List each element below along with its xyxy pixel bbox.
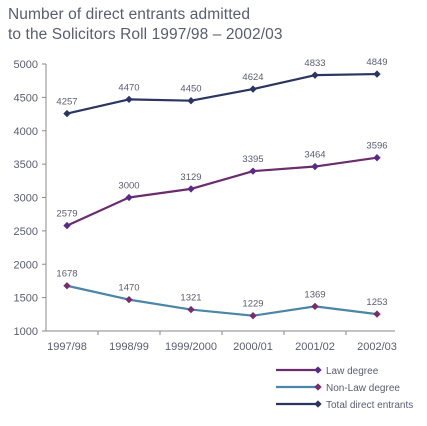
series-line-2: [66, 72, 378, 115]
x-tick-label: 2002/03: [357, 341, 397, 353]
data-label: 1678: [56, 269, 77, 280]
series-marker: [187, 185, 195, 193]
y-tick-label: 5000: [14, 59, 38, 71]
data-label: 3000: [118, 181, 139, 192]
y-tick-label: 3000: [14, 193, 38, 205]
series-line-0: [66, 156, 378, 227]
series-line-1: [66, 284, 378, 317]
series-marker: [125, 95, 133, 104]
series-marker: [125, 295, 133, 304]
data-label: 3395: [242, 154, 263, 165]
series-marker: [311, 71, 319, 79]
data-label: 1470: [118, 283, 139, 294]
series-marker: [63, 282, 71, 290]
data-labels: 2579 3000 3129 3395 3464 3596 1678 1470 1321 1229…: [56, 57, 387, 310]
series-marker: [311, 162, 319, 171]
data-label: 4849: [366, 57, 387, 68]
series-marker: [187, 97, 195, 105]
data-label: 1369: [304, 289, 325, 300]
series-marker: [187, 305, 195, 314]
series-marker: [249, 85, 257, 93]
y-tick-label: 1500: [14, 293, 38, 305]
series-marker: [373, 310, 381, 318]
x-tick-label: 1997/98: [47, 341, 87, 353]
series-marker: [63, 221, 71, 230]
x-tick-label: 2000/01: [233, 341, 273, 353]
data-label: 2579: [56, 209, 77, 220]
x-tick-label: 1998/99: [109, 341, 149, 353]
chart-title: Number of direct entrants admitted to th…: [8, 5, 408, 45]
legend: Law degree Non-Law degree Total direct ent…: [276, 366, 413, 411]
series-marker: [373, 70, 381, 78]
legend-marker: [314, 366, 322, 374]
legend-label: Law degree: [326, 366, 379, 377]
data-label: 1229: [242, 299, 263, 310]
legend-marker: [314, 383, 322, 391]
data-label: 3129: [180, 172, 201, 183]
y-tick-label: 2500: [14, 226, 38, 238]
series-marker: [249, 312, 257, 320]
data-label: 4257: [56, 97, 77, 108]
data-label: 3596: [366, 141, 387, 152]
legend-label: Non-Law degree: [326, 383, 400, 394]
data-label: 4470: [118, 82, 139, 93]
y-tick-label: 1000: [14, 326, 38, 338]
y-tick-label: 2000: [14, 259, 38, 271]
y-tick-label: 4500: [14, 92, 38, 104]
y-tick-label: 4000: [14, 126, 38, 138]
series-marker: [249, 167, 257, 175]
x-tick-label: 2001/02: [295, 341, 335, 353]
axes: 1000 1500 2000 2500 3000 3500 4000 4500 5000 1997…: [14, 59, 397, 353]
series-marker: [125, 193, 133, 202]
series-marker: [63, 109, 71, 118]
data-label: 4624: [242, 72, 263, 83]
data-label: 3464: [304, 150, 325, 161]
x-tick-label: 1999/2000: [165, 341, 217, 353]
series-marker: [311, 302, 319, 311]
legend-marker: [314, 400, 322, 408]
data-label: 1253: [366, 297, 387, 308]
legend-label: Total direct entrants: [326, 400, 413, 411]
series-lines: [63, 70, 381, 320]
chart-title-line-1: Number of direct entrants admitted: [8, 6, 251, 23]
data-label: 4450: [180, 84, 201, 95]
y-tick-label: 3500: [14, 159, 38, 171]
data-label: 4833: [304, 58, 325, 69]
chart-title-line-2: to the Solicitors Roll 1997/98 – 2002/03: [8, 26, 283, 43]
series-marker: [373, 154, 381, 162]
data-label: 1321: [180, 293, 201, 304]
